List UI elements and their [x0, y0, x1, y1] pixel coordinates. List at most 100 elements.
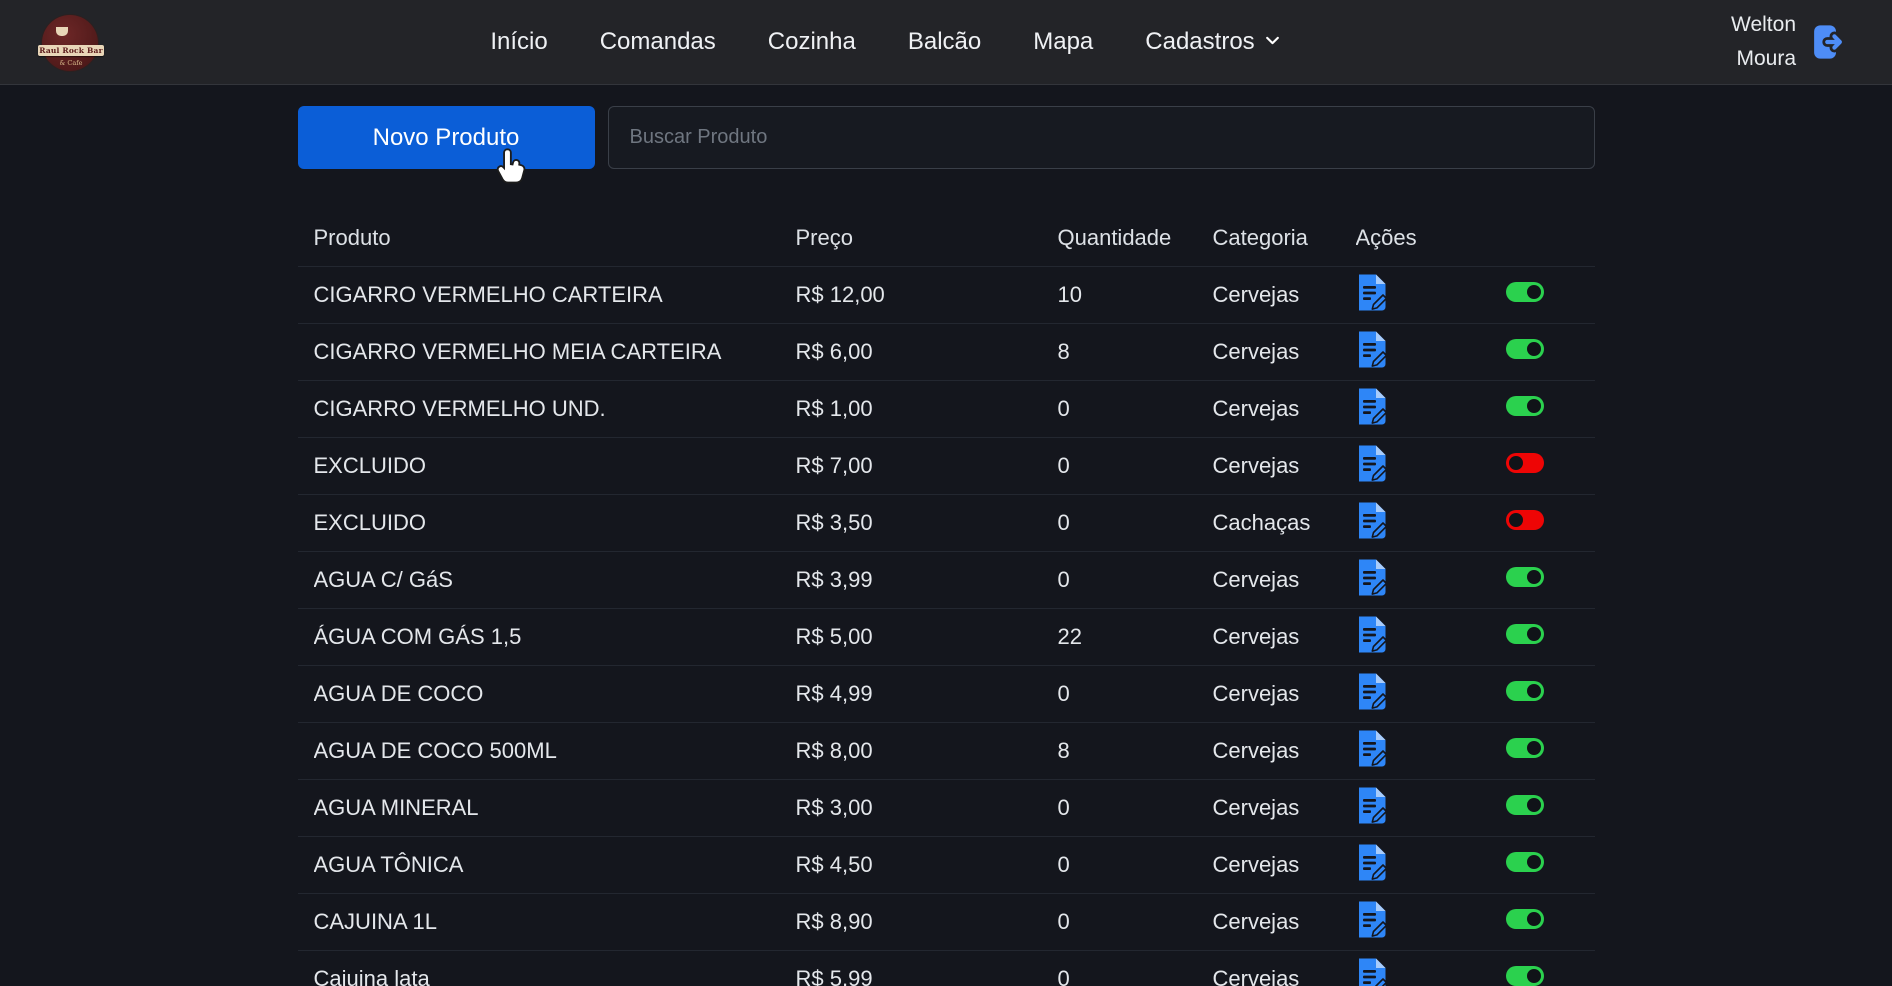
product-name-cell: EXCLUIDO — [313, 510, 426, 535]
status-toggle-on[interactable] — [1505, 795, 1544, 815]
price-cell: R$ 3,50 — [795, 510, 873, 535]
product-name-cell: Cajuina lata — [313, 966, 430, 986]
status-toggle-on[interactable] — [1505, 909, 1544, 929]
status-toggle-on[interactable] — [1505, 738, 1544, 758]
nav-item-label: Início — [490, 28, 548, 55]
products-table: Produto Preço Quantidade Categoria Ações CIG… — [297, 210, 1595, 986]
edit-document-icon — [1356, 559, 1389, 600]
user-name: Welton Moura — [1731, 8, 1796, 75]
price-cell: R$ 3,00 — [795, 795, 873, 820]
actions-cell — [1356, 672, 1506, 717]
toggle-knob — [1526, 285, 1541, 299]
user-box: Welton Moura — [1731, 8, 1850, 75]
edit-product-button[interactable] — [1356, 900, 1389, 939]
status-toggle-on[interactable] — [1505, 852, 1544, 872]
product-name-cell: CIGARRO VERMELHO MEIA CARTEIRA — [313, 339, 722, 364]
edit-product-button[interactable] — [1356, 387, 1389, 426]
category-cell: Cervejas — [1212, 282, 1300, 307]
price-cell: R$ 4,50 — [795, 852, 873, 877]
product-name-cell: ÁGUA COM GÁS 1,5 — [313, 624, 522, 649]
edit-document-icon — [1356, 502, 1389, 543]
edit-product-button[interactable] — [1356, 729, 1389, 768]
nav-item-inicio[interactable]: Início — [490, 28, 547, 56]
status-cell — [1505, 681, 1595, 707]
category-cell: Cervejas — [1212, 852, 1300, 877]
search-product-input[interactable] — [607, 106, 1595, 169]
nav-item-label: Mapa — [1033, 28, 1094, 55]
status-toggle-on[interactable] — [1505, 681, 1544, 701]
status-toggle-on[interactable] — [1505, 567, 1544, 587]
edit-product-button[interactable] — [1356, 672, 1389, 711]
product-name-cell: AGUA MINERAL — [313, 795, 479, 820]
new-product-button[interactable]: Novo Produto — [297, 106, 595, 169]
quantity-cell: 0 — [1057, 396, 1070, 421]
status-toggle-on[interactable] — [1505, 282, 1544, 302]
edit-product-button[interactable] — [1356, 843, 1389, 882]
actions-cell — [1356, 558, 1506, 603]
quantity-cell: 0 — [1057, 909, 1070, 934]
table-row: CIGARRO VERMELHO UND. R$ 1,00 0 Cervejas — [297, 380, 1595, 437]
edit-product-button[interactable] — [1356, 957, 1389, 986]
nav-item-comandas[interactable]: Comandas — [600, 28, 716, 56]
nav-item-label: Cozinha — [767, 28, 856, 55]
brand-logo-title: Raul Rock Bar — [38, 45, 104, 56]
user-name-line2: Moura — [1736, 47, 1796, 70]
price-cell: R$ 8,90 — [795, 909, 873, 934]
edit-product-button[interactable] — [1356, 273, 1389, 312]
nav-item-balcao[interactable]: Balcão — [908, 28, 981, 56]
status-toggle-off[interactable] — [1505, 510, 1544, 530]
price-cell: R$ 6,00 — [795, 339, 873, 364]
edit-product-button[interactable] — [1356, 615, 1389, 654]
table-row: AGUA DE COCO R$ 4,99 0 Cervejas — [297, 665, 1595, 722]
actions-cell — [1356, 786, 1506, 831]
actions-cell — [1356, 501, 1506, 546]
status-cell — [1505, 567, 1595, 593]
edit-product-button[interactable] — [1356, 501, 1389, 540]
edit-product-button[interactable] — [1356, 444, 1389, 483]
nav-item-mapa[interactable]: Mapa — [1033, 28, 1093, 56]
quantity-cell: 0 — [1057, 852, 1070, 877]
toolbar: Novo Produto — [297, 106, 1595, 169]
column-header: Quantidade — [1057, 225, 1172, 250]
status-cell — [1505, 738, 1595, 764]
table-row: Cajuina lata R$ 5,99 0 Cervejas — [297, 950, 1595, 986]
quantity-cell: 8 — [1057, 738, 1070, 763]
status-cell — [1505, 909, 1595, 935]
logout-button[interactable] — [1808, 21, 1850, 63]
product-name-cell: EXCLUIDO — [313, 453, 426, 478]
actions-cell — [1356, 729, 1506, 774]
column-header: Produto — [313, 225, 391, 250]
nav-item-cozinha[interactable]: Cozinha — [768, 28, 856, 56]
category-cell: Cervejas — [1212, 681, 1300, 706]
category-cell: Cervejas — [1212, 795, 1300, 820]
table-row: ÁGUA COM GÁS 1,5 R$ 5,00 22 Cervejas — [297, 608, 1595, 665]
edit-product-button[interactable] — [1356, 558, 1389, 597]
brand-logo[interactable]: Raul Rock Bar & Cafe — [38, 11, 104, 73]
edit-document-icon — [1356, 331, 1389, 372]
table-row: AGUA DE COCO 500ML R$ 8,00 8 Cervejas — [297, 722, 1595, 779]
status-toggle-on[interactable] — [1505, 339, 1544, 359]
products-page: Novo Produto Produto Preço Quantidade Categ… — [297, 106, 1595, 986]
edit-product-button[interactable] — [1356, 786, 1389, 825]
toggle-knob — [1508, 456, 1523, 470]
toggle-knob — [1526, 684, 1541, 698]
toggle-knob — [1526, 798, 1541, 812]
table-row: CIGARRO VERMELHO MEIA CARTEIRA R$ 6,00 8 Ce… — [297, 323, 1595, 380]
quantity-cell: 0 — [1057, 966, 1070, 986]
status-toggle-on[interactable] — [1505, 396, 1544, 416]
actions-cell — [1356, 330, 1506, 375]
nav-item-cadastros[interactable]: Cadastros — [1145, 28, 1280, 56]
edit-product-button[interactable] — [1356, 330, 1389, 369]
table-row: CAJUINA 1L R$ 8,90 0 Cervejas — [297, 893, 1595, 950]
quantity-cell: 8 — [1057, 339, 1070, 364]
status-toggle-off[interactable] — [1505, 453, 1544, 473]
main-nav: Início Comandas Cozinha Balcão Mapa Cadastros — [40, 28, 1731, 56]
status-cell — [1505, 795, 1595, 821]
edit-document-icon — [1356, 958, 1389, 986]
status-toggle-on[interactable] — [1505, 966, 1544, 986]
status-cell — [1505, 624, 1595, 650]
status-toggle-on[interactable] — [1505, 624, 1544, 644]
coffee-cup-icon — [56, 27, 68, 36]
chevron-down-icon — [1264, 28, 1281, 56]
toggle-knob — [1526, 570, 1541, 584]
